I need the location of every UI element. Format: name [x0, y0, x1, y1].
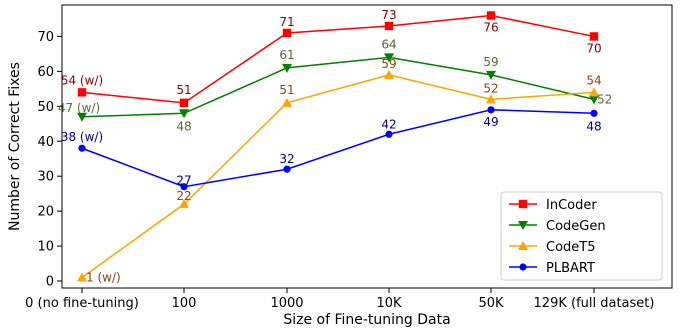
- codegen-data-label: 48: [176, 119, 191, 133]
- incoder-point: [282, 28, 292, 38]
- codet5-data-label: 52: [483, 81, 498, 95]
- incoder-data-label: 76: [483, 20, 498, 34]
- x-tick-label: 50K: [478, 296, 504, 311]
- incoder-point: [384, 21, 394, 31]
- codegen-line: [81, 56, 595, 118]
- legend-item-incoder: InCoder: [509, 198, 597, 213]
- y-axis-title: Number of Correct Fixes: [7, 62, 23, 231]
- plbart-point: [78, 144, 86, 152]
- codet5-point: [486, 94, 496, 104]
- legend-label: CodeGen: [546, 219, 606, 234]
- codet5-line: [81, 74, 595, 279]
- x-axis-title: Size of Fine-tuning Data: [283, 312, 450, 328]
- incoder-data-label: 54 (w/): [61, 73, 103, 87]
- incoder-point: [589, 32, 599, 41]
- codegen-point: [77, 112, 87, 122]
- legend-swatch-marker: [518, 199, 528, 209]
- legend-box: [500, 191, 663, 281]
- y-tick-label: 20: [37, 205, 54, 220]
- plbart-data-label: 49: [483, 115, 498, 129]
- x-tick-label: 129K (full dataset): [534, 296, 655, 311]
- plot-frame: [61, 4, 673, 289]
- plbart-point: [590, 109, 598, 117]
- x-tick-label: 0 (no fine-tuning): [25, 296, 139, 311]
- legend-swatch-marker: [519, 263, 527, 271]
- y-tick-label: 60: [37, 65, 54, 80]
- legend-label: CodeT5: [546, 240, 596, 255]
- codegen-data-label: 61: [279, 48, 294, 62]
- incoder-data-label: 73: [381, 8, 396, 22]
- legend-label: PLBART: [546, 261, 595, 276]
- y-tick-label: 40: [37, 135, 54, 150]
- incoder-line: [81, 14, 595, 104]
- x-tick-label: 10K: [376, 296, 402, 311]
- codet5-point: [282, 97, 292, 107]
- data-labels-layer: 54 (w/) 51 71 73 76 70 47 (w/) 48 61 64 59 52 1 (w/)…: [58, 8, 612, 285]
- plbart-point: [487, 106, 495, 114]
- y-tick-label: 0: [46, 275, 54, 290]
- x-tick-label: 1000: [270, 296, 303, 311]
- codegen-data-label: 59: [483, 55, 498, 69]
- x-axis: 0 (no fine-tuning) 100 1000 10K 50K 129K (ful…: [25, 288, 654, 311]
- codet5-point: [179, 199, 189, 209]
- codet5-data-label: 54: [586, 73, 601, 87]
- codegen-point: [179, 109, 189, 119]
- codegen-data-label: 64: [381, 37, 396, 51]
- series-layer: [77, 11, 599, 282]
- codet5-point: [589, 87, 599, 97]
- plbart-data-label: 32: [279, 152, 294, 166]
- x-tick-label: 100: [172, 296, 197, 311]
- codet5-point: [77, 272, 87, 282]
- incoder-point: [179, 98, 189, 108]
- codegen-point: [589, 95, 599, 105]
- legend-swatch-marker: [518, 241, 528, 250]
- incoder-point: [77, 88, 87, 97]
- incoder-point: [486, 11, 496, 20]
- series-codet5: [77, 69, 599, 282]
- codegen-point: [486, 70, 496, 80]
- plbart-data-label: 48: [586, 119, 601, 133]
- codet5-point: [384, 69, 394, 79]
- codet5-data-label: 59: [381, 57, 396, 71]
- legend-item-codet5: CodeT5: [509, 240, 596, 255]
- plbart-point: [283, 165, 291, 173]
- incoder-data-label: 71: [279, 15, 294, 29]
- legend-item-codegen: CodeGen: [509, 219, 606, 234]
- incoder-data-label: 51: [176, 83, 191, 97]
- incoder-data-label: 70: [586, 41, 601, 55]
- series-codegen: [77, 53, 599, 122]
- codegen-point: [384, 53, 394, 63]
- codet5-data-label: 51: [279, 83, 294, 97]
- plbart-data-label: 42: [381, 117, 396, 131]
- codet5-data-label: 22: [176, 189, 191, 203]
- plbart-point: [180, 183, 188, 191]
- codegen-data-label: 47 (w/): [58, 101, 100, 115]
- series-incoder: [77, 11, 599, 108]
- plbart-line: [81, 109, 595, 188]
- codegen-point: [282, 63, 292, 73]
- plbart-point: [385, 130, 393, 138]
- y-tick-label: 70: [37, 30, 54, 45]
- legend-swatch-marker: [518, 221, 528, 230]
- y-tick-label: 10: [37, 240, 54, 255]
- y-tick-label: 30: [37, 170, 54, 185]
- y-axis: 0 10 20 30 40 50 60 70: [37, 30, 62, 290]
- plbart-data-label: 27: [176, 174, 191, 188]
- codegen-data-label: 52: [597, 92, 612, 106]
- legend: InCoder CodeGen CodeT5 PLBART: [500, 191, 663, 281]
- series-plbart: [78, 106, 598, 191]
- y-tick-label: 50: [37, 100, 54, 115]
- legend-label: InCoder: [546, 198, 597, 213]
- legend-item-plbart: PLBART: [509, 261, 595, 276]
- codet5-data-label: 1 (w/): [86, 271, 121, 285]
- plbart-data-label: 38 (w/): [61, 130, 103, 144]
